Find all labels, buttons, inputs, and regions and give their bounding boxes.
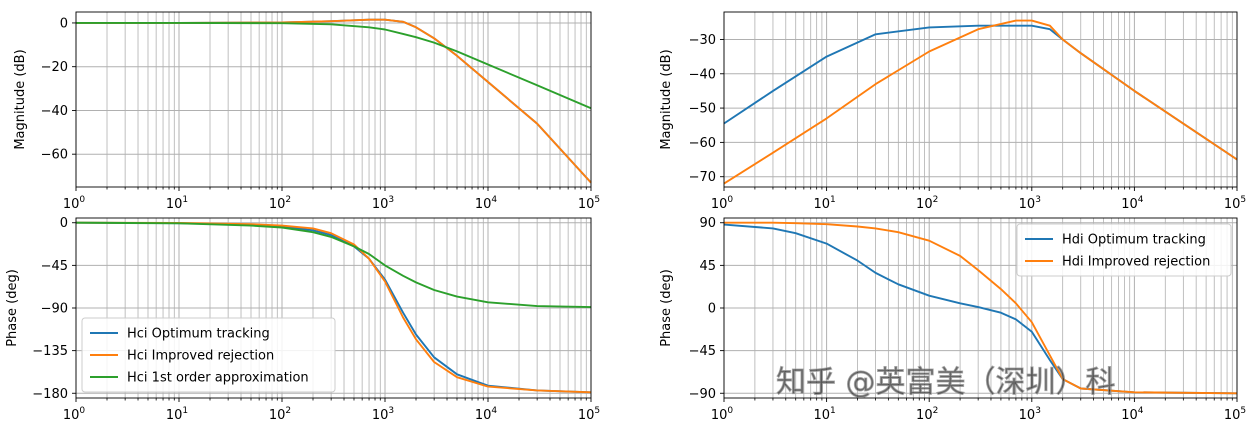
legend-label: Hci Optimum tracking (127, 327, 270, 342)
y-axis-label: Phase (deg) (5, 269, 20, 347)
x-tick-label: 103 (372, 406, 394, 423)
x-tick-label: 104 (475, 195, 498, 212)
legend-box (1016, 223, 1232, 277)
y-tick-label: 0 (60, 16, 68, 31)
x-tick-label: 101 (166, 406, 188, 423)
y-tick-label: −70 (689, 170, 716, 185)
legend-label: Hdi Improved rejection (1062, 255, 1210, 270)
y-axis-label: Phase (deg) (659, 269, 674, 347)
y-tick-label: −135 (32, 344, 68, 359)
hci-magnitude-panel: 100 101 102 103 104 105 0 −20 −40 −60 Magnitude (d… (13, 11, 600, 212)
axes-frame (723, 217, 1238, 399)
y-tick-label: −40 (41, 104, 68, 119)
legend-box (81, 317, 336, 393)
x-tick-label: 105 (1224, 406, 1246, 423)
x-tick-label: 100 (63, 195, 86, 212)
y-tick-label: −50 (689, 102, 716, 117)
series-line (76, 21, 592, 110)
series-line (75, 221, 592, 394)
legend: Hci Optimum tracking Hci Improved rejecti… (81, 317, 336, 393)
watermark-text: 知乎 @英富美（深圳）科 (776, 365, 1116, 400)
y-tick-label: −90 (689, 387, 716, 402)
x-tick-label: 102 (916, 195, 938, 212)
x-tick-label: 100 (711, 406, 734, 423)
y-tick-label: −45 (689, 344, 716, 359)
legend-label: Hci Improved rejection (127, 349, 274, 364)
hci-phase-panel: 100 101 102 103 104 105 0 −45 −90 −135 −180 Phase (… (5, 216, 600, 423)
x-tick-label: 101 (813, 406, 835, 423)
hdi-phase-panel: 100 101 102 103 104 105 90 45 0 −45 −90 Phase (deg)… (659, 216, 1246, 423)
y-tick-label: −30 (689, 33, 716, 48)
y-axis-label: Magnitude (dB) (13, 49, 28, 149)
x-tick-label: 103 (1019, 406, 1041, 423)
hci-magnitude-grid (75, 12, 592, 187)
x-tick-label: 105 (578, 195, 600, 212)
series-line (75, 221, 592, 309)
legend-label: Hdi Optimum tracking (1062, 233, 1206, 248)
y-axis-label: Magnitude (dB) (659, 49, 674, 149)
series-line (723, 24, 1238, 161)
axes-frame (723, 11, 1238, 188)
x-tick-label: 104 (1121, 406, 1144, 423)
series-line (76, 18, 592, 184)
x-tick-label: 103 (1019, 195, 1041, 212)
y-tick-label: −60 (41, 148, 68, 163)
x-tick-label: 104 (1121, 195, 1144, 212)
y-tick-label: 0 (60, 216, 68, 231)
legend-label: Hci 1st order approximation (127, 371, 309, 386)
x-tick-label: 101 (813, 195, 835, 212)
y-tick-label: 0 (708, 302, 716, 317)
y-tick-label: 45 (699, 259, 716, 274)
series-line (76, 18, 592, 184)
x-tick-label: 101 (166, 195, 188, 212)
y-tick-label: −60 (689, 136, 716, 151)
x-tick-label: 102 (916, 406, 938, 423)
y-tick-label: −20 (41, 60, 68, 75)
y-tick-label: −45 (41, 259, 68, 274)
y-tick-label: 90 (699, 216, 716, 231)
axes-frame (75, 11, 592, 188)
series-line (724, 221, 1238, 395)
x-tick-label: 100 (63, 406, 86, 423)
x-tick-label: 100 (711, 195, 734, 212)
x-tick-label: 105 (1224, 195, 1246, 212)
x-tick-label: 105 (578, 406, 600, 423)
y-tick-label: −180 (32, 387, 68, 402)
y-tick-label: −90 (41, 302, 68, 317)
x-tick-label: 102 (269, 406, 291, 423)
x-tick-label: 102 (269, 195, 291, 212)
x-tick-label: 104 (475, 406, 498, 423)
legend: Hdi Optimum tracking Hdi Improved rejecti… (1016, 223, 1232, 277)
hdi-magnitude-panel: 100 101 102 103 104 105 −30 −40 −50 −60 −70 Magnitu… (659, 11, 1246, 212)
x-tick-label: 103 (372, 195, 394, 212)
axes-frame (75, 217, 592, 399)
y-tick-label: −40 (689, 67, 716, 82)
series-line (723, 19, 1238, 185)
hdi-magnitude-grid (723, 12, 1238, 187)
